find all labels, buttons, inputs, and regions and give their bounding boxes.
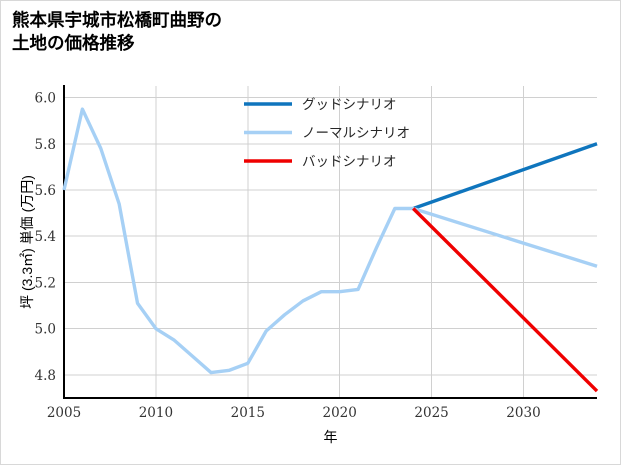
series-line-bad xyxy=(412,207,599,393)
y-tick-label: 5.8 xyxy=(35,137,56,153)
x-axis-tick-labels: 2005 2010 2015 2020 2025 2030 xyxy=(47,405,541,421)
y-tick-label: 4.8 xyxy=(35,368,56,384)
x-tick-label: 2030 xyxy=(506,405,540,421)
x-tick-label: 2010 xyxy=(139,405,173,421)
x-tick-label: 2025 xyxy=(414,405,448,421)
data-series-group xyxy=(62,107,599,393)
legend-label: バッドシナリオ xyxy=(302,154,397,169)
legend-label: ノーマルシナリオ xyxy=(302,126,410,141)
x-tick-label: 2005 xyxy=(47,405,81,421)
y-tick-label: 5.4 xyxy=(35,229,56,245)
y-tick-label: 5.0 xyxy=(35,322,56,338)
series-line-good xyxy=(412,142,598,211)
y-tick-label: 5.2 xyxy=(35,275,56,291)
legend-label: グッドシナリオ xyxy=(302,97,397,112)
chart-title: 熊本県宇城市松橋町曲野の 土地の価格推移 xyxy=(12,10,222,54)
y-tick-label: 6.0 xyxy=(35,91,56,107)
x-tick-label: 2020 xyxy=(323,405,357,421)
y-axis-tick-labels: 4.8 5.0 5.2 5.4 5.6 5.8 6.0 xyxy=(35,91,56,384)
y-axis-title: 坪 (3.3㎡) 単価 (万円) xyxy=(19,175,35,309)
y-tick-label: 5.6 xyxy=(35,183,56,199)
series-line-normal xyxy=(62,107,598,375)
x-axis-title: 年 xyxy=(324,429,338,445)
x-tick-label: 2015 xyxy=(231,405,265,421)
